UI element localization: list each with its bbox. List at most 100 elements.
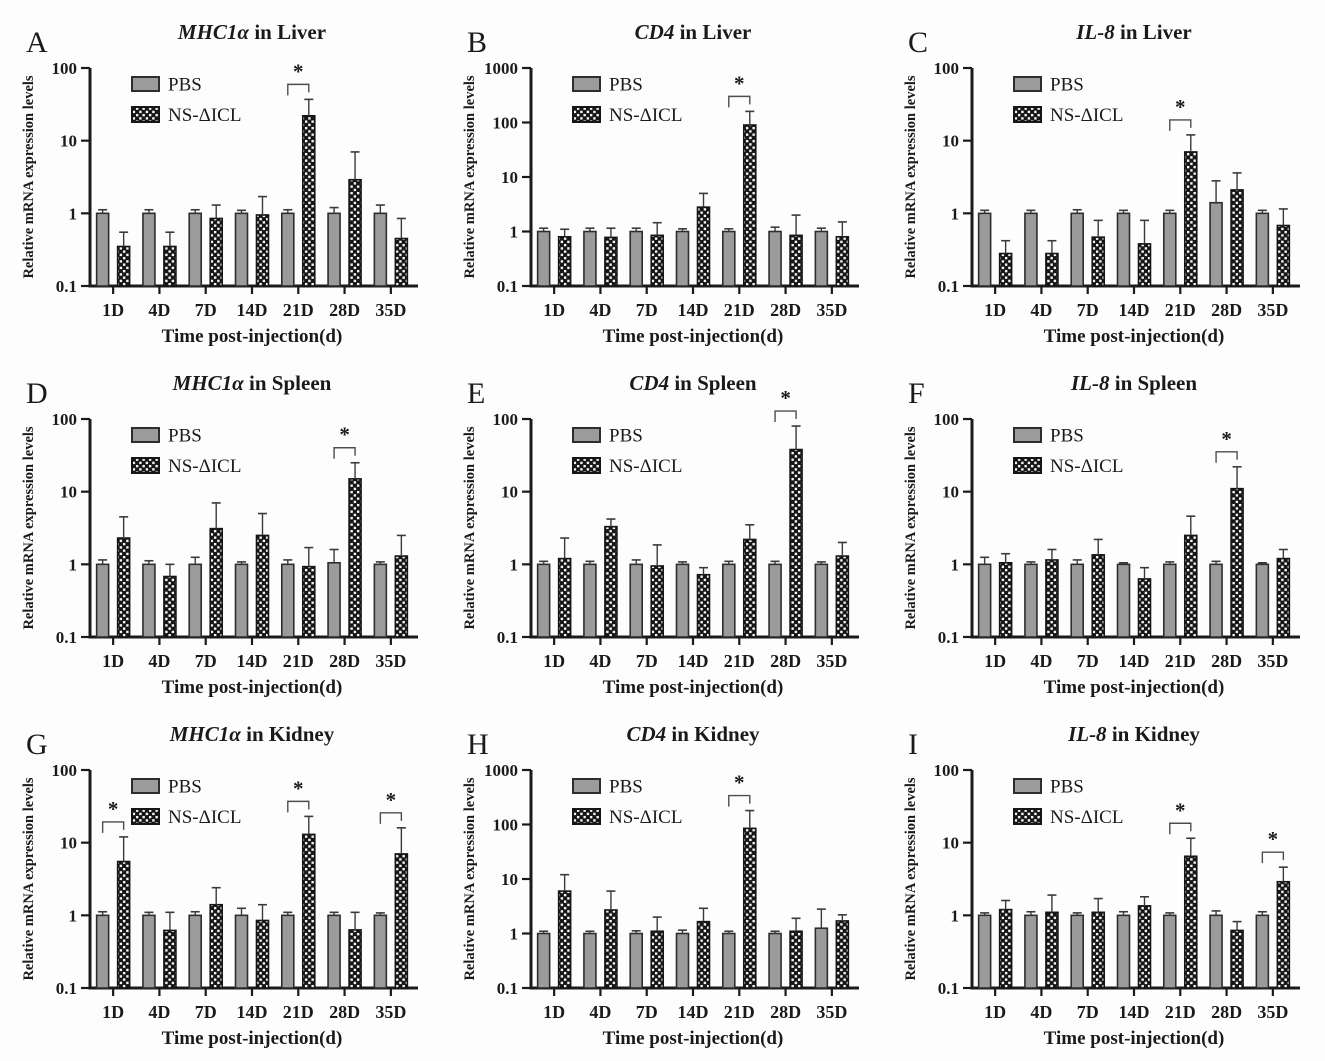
y-axis-title: Relative mRNA expression levels [903,777,919,980]
chart-panel-f: F IL-8 in Spleen 0.1 1 10 100 1D 4D 7D 14D 21D 28D 3… [884,357,1325,708]
significance-asterisk-21D: * [734,771,745,795]
bar-ns-dicl-4D [1045,252,1059,287]
bar-pbs-4D [583,932,597,989]
bar-pbs-14D [1116,914,1131,989]
legend-pbs-swatch [1013,778,1042,794]
bar-ns-dicl-14D [255,534,270,638]
y-tick-label: 1 [951,555,960,574]
chart-title-organ: in Spleen [1109,371,1197,395]
bar-pbs-7D [1070,563,1085,638]
chart-panel-g: G MHC1α in Kidney 0.1 1 10 100 1D 4D 7D 14D 21D 28D… [2,708,443,1059]
x-tick-label: 1D [984,300,1006,320]
chart-title-gene: IL-8 [1070,371,1110,395]
x-tick-label: 7D [636,1002,658,1022]
bar-pbs-21D [280,212,295,287]
significance-asterisk-28D: * [339,423,350,447]
x-axis-title: Time post-injection(d) [1044,1028,1225,1049]
bar-pbs-35D [1255,563,1270,638]
y-tick-label: 10 [60,132,77,151]
bar-pbs-28D [768,563,782,638]
x-tick-label: 21D [283,651,314,671]
legend-pbs-label: PBS [609,777,643,798]
significance-asterisk-21D: * [293,59,304,83]
bar-ns-dicl-7D [209,903,224,989]
legend: PBS NS-ΔICL [1013,777,1123,828]
y-tick-label: 0.1 [497,979,518,998]
x-tick-label: 14D [1119,651,1150,671]
bar-pbs-1D [977,914,992,989]
x-tick-label: 21D [1165,1002,1196,1022]
chart-title-organ: in Kidney [666,722,760,746]
significance-asterisk-1D: * [108,797,119,821]
y-tick-label: 0.1 [56,277,77,296]
bar-ns-dicl-21D [742,827,757,989]
bar-pbs-14D [675,230,690,287]
x-tick-label: 1D [543,651,565,671]
bars [536,809,850,989]
bar-pbs-7D [1070,914,1085,989]
x-tick-label: 21D [1165,300,1196,320]
legend-ns-dicl-label: NS-ΔICL [609,105,682,126]
chart-svg-g: G MHC1α in Kidney 0.1 1 10 100 1D 4D 7D 14D 21D 28D… [21,722,418,1049]
legend: PBS NS-ΔICL [131,426,241,477]
bar-ns-dicl-14D [1137,243,1152,287]
y-tick-label: 0.1 [497,277,518,296]
bar-pbs-14D [675,563,690,638]
bars [95,98,409,287]
bar-ns-dicl-21D [301,565,316,638]
bar-pbs-28D [327,561,341,638]
chart-title-gene: IL-8 [1075,20,1115,44]
x-tick-label: 35D [816,300,847,320]
significance-asterisk-21D: * [1175,95,1186,119]
panel-letter: F [908,377,925,410]
legend-ns-dicl-swatch [1013,106,1042,123]
x-tick-label: 35D [1257,651,1288,671]
chart-title-organ: in Kidney [1107,722,1201,746]
x-tick-label: 1D [543,1002,565,1022]
panel-letter: G [26,728,48,761]
y-tick-label: 10 [501,870,518,889]
bar-pbs-4D [583,563,597,638]
x-tick-label: 1D [984,1002,1006,1022]
x-axis-title: Time post-injection(d) [162,677,343,698]
legend-ns-dicl-label: NS-ΔICL [168,807,241,828]
legend-ns-dicl-swatch [1013,808,1042,825]
x-tick-label: 1D [984,651,1006,671]
bar-pbs-28D [1209,563,1223,638]
bar-ns-dicl-4D [604,525,618,638]
legend-pbs-swatch [1013,427,1042,443]
bar-ns-dicl-14D [255,214,270,287]
panel-letter: H [467,728,489,761]
chart-title-gene: CD4 [629,371,669,395]
x-tick-label: 7D [636,300,658,320]
x-tick-label: 28D [1211,300,1242,320]
x-tick-label: 14D [237,651,268,671]
bar-ns-dicl-1D [557,890,572,989]
x-tick-label: 7D [195,300,217,320]
bar-ns-dicl-28D [1230,189,1244,287]
x-tick-label: 28D [329,300,360,320]
x-tick-label: 1D [102,651,124,671]
bar-pbs-4D [1024,914,1038,989]
x-tick-label: 28D [770,300,801,320]
panel-letter: E [467,377,485,410]
x-tick-label: 14D [1119,1002,1150,1022]
bar-ns-dicl-1D [998,908,1013,989]
panel-letter: D [26,377,48,410]
legend-ns-dicl-label: NS-ΔICL [1050,456,1123,477]
bar-ns-dicl-1D [116,860,131,989]
bar-pbs-28D [768,230,782,287]
x-tick-label: 21D [724,1002,755,1022]
bar-ns-dicl-4D [163,575,177,638]
bar-pbs-1D [977,212,992,287]
bar-ns-dicl-4D [1045,559,1059,638]
y-tick-label: 100 [934,59,960,78]
bar-pbs-4D [1024,563,1038,638]
bar-ns-dicl-14D [255,919,270,989]
significance-bracket-28D [333,447,356,459]
bar-ns-dicl-35D [835,555,850,638]
x-tick-label: 4D [1030,651,1052,671]
y-tick-label: 1 [69,555,78,574]
bar-ns-dicl-4D [604,236,618,287]
bar-ns-dicl-35D [394,237,409,287]
